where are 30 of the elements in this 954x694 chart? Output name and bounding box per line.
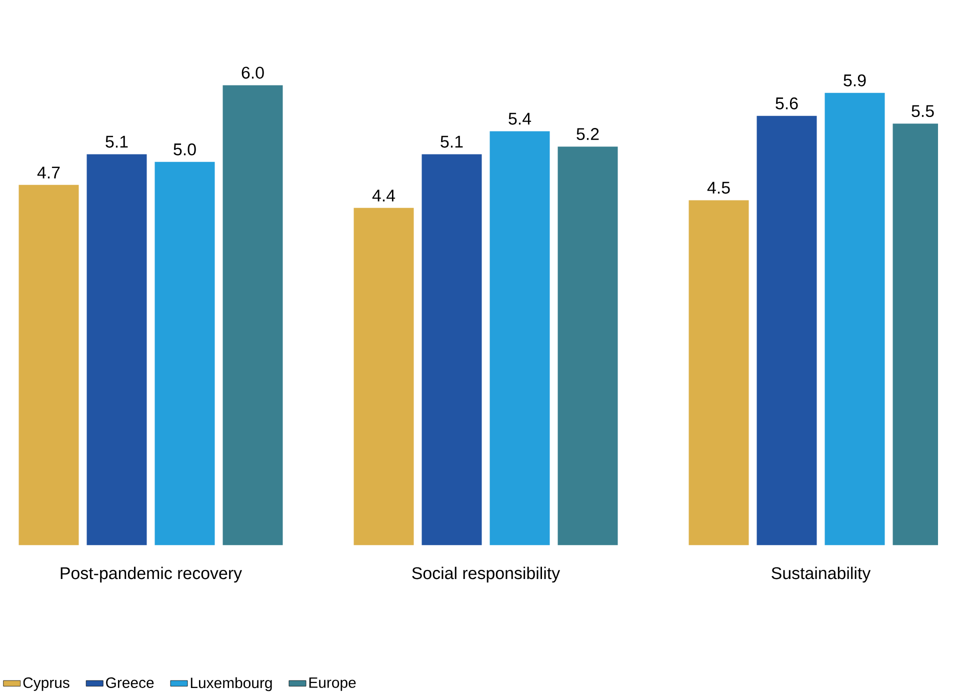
x-tick-label: Post-pandemic recovery — [60, 566, 242, 583]
data-label: 5.1 — [106, 136, 128, 148]
bar — [490, 131, 550, 546]
data-label: 5.0 — [174, 144, 196, 156]
bar — [222, 85, 283, 546]
data-label: 6.0 — [242, 66, 264, 79]
data-label: 4.7 — [37, 166, 60, 179]
data-label: 5.5 — [912, 105, 934, 118]
data-label: 5.4 — [508, 113, 532, 125]
bar — [154, 162, 215, 546]
bar — [422, 154, 482, 546]
bar — [688, 200, 749, 546]
data-label: 5.1 — [440, 136, 463, 148]
bar — [86, 154, 147, 546]
bar — [354, 208, 414, 546]
bar — [824, 93, 885, 546]
bar — [756, 116, 817, 546]
data-label: 4.5 — [707, 182, 730, 194]
data-label: 5.6 — [776, 98, 798, 110]
x-tick-label: Social responsibility — [412, 566, 560, 583]
bar — [558, 146, 618, 546]
bar — [18, 185, 79, 546]
data-label: 4.4 — [372, 190, 396, 202]
data-label: 5.9 — [844, 74, 866, 87]
data-label: 5.2 — [576, 128, 599, 140]
legend-label: Luxembourg — [190, 677, 272, 692]
legend-label: Europe — [309, 678, 356, 692]
legend-label: Cyprus — [23, 678, 70, 692]
x-tick-label: Sustainability — [772, 566, 871, 583]
legend-label: Greece — [106, 678, 154, 688]
